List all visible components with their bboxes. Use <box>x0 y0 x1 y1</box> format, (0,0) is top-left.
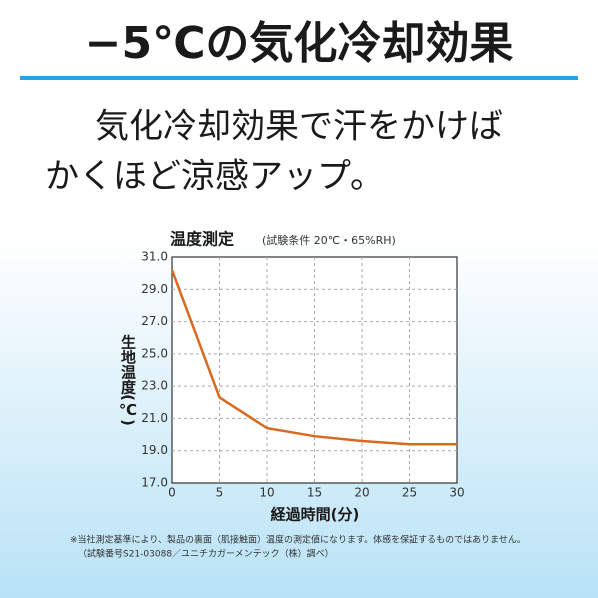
chart-title: 温度測定 <box>169 230 234 249</box>
subtitle-line: かくほど涼感アップ。 <box>45 157 384 197</box>
y-tick-label: 27.0 <box>141 314 168 328</box>
x-tick-label: 5 <box>216 486 224 500</box>
x-tick-label: 25 <box>402 486 417 500</box>
x-tick-label: 10 <box>259 486 274 500</box>
note: ※当社測定基準により、製品の裏面（肌接触面）温度の測定値になります。体感を保証す… <box>70 534 526 546</box>
note: （試験番号S21-03088／ユニチカガーメンテック（株）調べ） <box>78 548 334 560</box>
subtitle-line: 気化冷却効果で汗をかけば <box>95 107 503 147</box>
y-tick-label: 19.0 <box>141 443 168 457</box>
y-tick-label: 31.0 <box>141 250 168 264</box>
x-tick-label: 20 <box>354 486 369 500</box>
x-tick-label: 0 <box>168 486 176 500</box>
x-axis-label: 経過時間(分) <box>271 506 360 524</box>
chart-subtitle: (試験条件 20℃・65%RH) <box>262 233 396 247</box>
y-tick-label: 29.0 <box>141 282 168 296</box>
x-tick-label: 15 <box>307 486 322 500</box>
x-tick-label: 30 <box>449 486 464 500</box>
y-tick-label: 17.0 <box>141 476 168 490</box>
underline <box>20 76 578 80</box>
title: −5℃の気化冷却効果 <box>85 18 514 69</box>
y-tick-label: 21.0 <box>141 411 168 425</box>
y-tick-label: 23.0 <box>141 379 168 393</box>
y-tick-label: 25.0 <box>141 346 168 360</box>
data-line <box>170 269 457 446</box>
y-axis-label: 生地温度(℃) <box>119 333 137 426</box>
